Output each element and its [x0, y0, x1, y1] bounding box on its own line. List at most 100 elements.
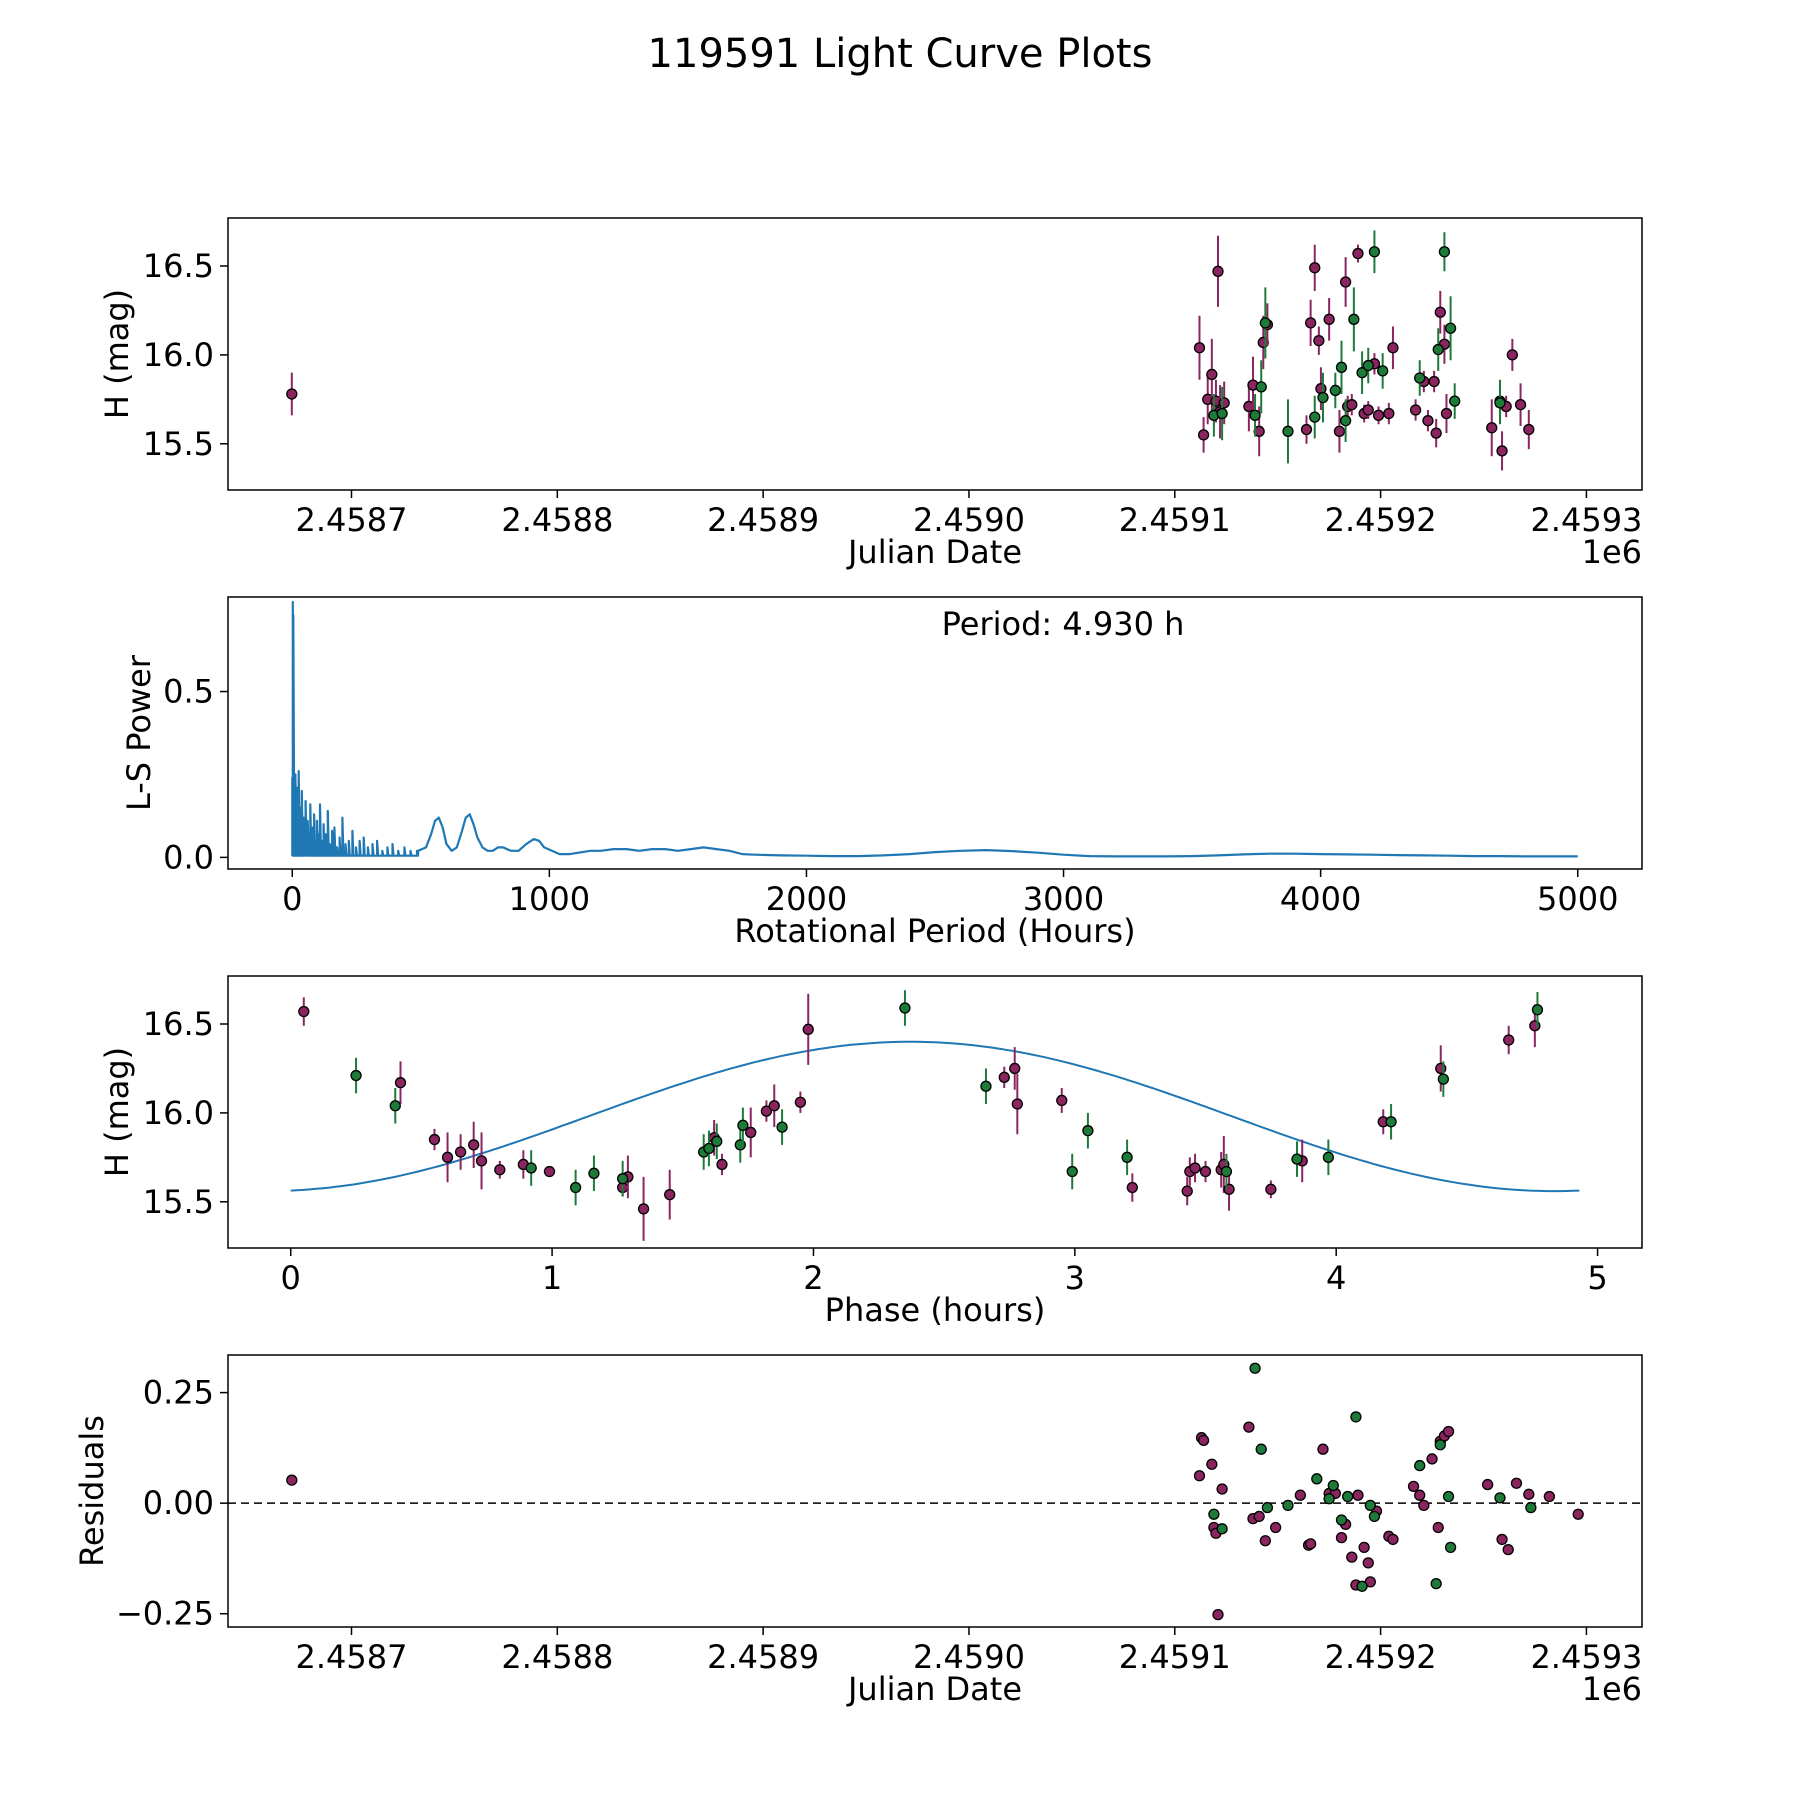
- data-point-green: [1255, 1443, 1267, 1455]
- data-point-purple: [1193, 1470, 1206, 1482]
- data-point-purple: [1197, 1434, 1210, 1447]
- xtick-label: 1: [542, 1259, 562, 1297]
- data-point-purple: [1199, 1165, 1212, 1178]
- xtick-label: 2.4592: [1325, 501, 1437, 539]
- data-point-green: [1444, 1541, 1457, 1554]
- data-point-purple: [1309, 262, 1321, 274]
- periodogram-line: [291, 600, 1578, 858]
- data-point-green: [1368, 1510, 1381, 1523]
- ytick-label: 16.5: [143, 1005, 214, 1043]
- data-point-purple: [1510, 1477, 1523, 1489]
- data-point-purple: [1181, 1185, 1193, 1197]
- ytick-label: 0.25: [143, 1374, 214, 1412]
- data-point-purple: [475, 1155, 488, 1167]
- data-point-green: [1414, 372, 1426, 384]
- figure-title: 119591 Light Curve Plots: [648, 31, 1153, 77]
- data-point-green: [1309, 411, 1321, 423]
- data-point-purple: [1496, 1533, 1508, 1546]
- data-point-purple: [1418, 1499, 1430, 1512]
- data-point-green: [1327, 1479, 1339, 1492]
- data-point-purple: [1442, 1425, 1455, 1438]
- data-point-purple: [468, 1139, 480, 1151]
- data-point-green: [1323, 1493, 1335, 1505]
- data-point-green: [1261, 1501, 1274, 1514]
- data-point-green: [899, 1002, 911, 1014]
- data-point-purple: [1346, 1551, 1358, 1563]
- data-point-green: [1335, 1514, 1348, 1526]
- data-point-purple: [1333, 425, 1346, 437]
- data-point-green: [1342, 1490, 1354, 1503]
- data-point-purple: [716, 1158, 728, 1171]
- data-point-purple: [1300, 423, 1313, 436]
- data-point-purple: [1523, 423, 1535, 436]
- data-point-purple: [664, 1189, 676, 1201]
- data-point-purple: [637, 1203, 650, 1215]
- data-point-purple: [1486, 422, 1498, 434]
- data-point-green: [1121, 1151, 1133, 1163]
- data-point-green: [1208, 1508, 1220, 1520]
- phase-ticks: 0 1 2 3 4 5 15.5 16.0 16.5: [143, 1005, 1608, 1297]
- period-annotation: Period: 4.930 h: [942, 605, 1185, 643]
- xtick-label: 2.4592: [1325, 1638, 1437, 1676]
- xtick-label: 5: [1587, 1259, 1607, 1297]
- ytick-label: 0.5: [163, 673, 214, 711]
- ytick-label: 16.5: [143, 247, 214, 285]
- xtick-label: 5000: [1537, 880, 1618, 918]
- data-point-purple: [298, 1005, 310, 1018]
- xtick-label: 2.4588: [501, 501, 613, 539]
- residual-points: [286, 1362, 1584, 1621]
- data-point-purple: [441, 1151, 454, 1163]
- data-point-green: [1350, 1411, 1362, 1423]
- data-point-green: [1259, 317, 1271, 329]
- xtick-label: 1000: [509, 880, 590, 918]
- data-point-purple: [1543, 1490, 1556, 1503]
- data-point-green: [1282, 1499, 1294, 1512]
- data-point-green: [737, 1119, 749, 1131]
- data-point-purple: [1426, 1453, 1438, 1465]
- lightcurve-ticks: 2.4587 2.4588 2.4589 2.4590 2.4591 2.4592 2.45…: [143, 247, 1643, 539]
- data-point-green: [389, 1100, 401, 1112]
- xtick-label: 0: [281, 1259, 301, 1297]
- data-point-green: [525, 1162, 537, 1174]
- data-point-purple: [1317, 1443, 1329, 1455]
- data-point-purple: [1313, 335, 1325, 347]
- data-point-green: [1356, 1580, 1368, 1592]
- data-point-purple: [1269, 1521, 1282, 1534]
- data-point-green: [1216, 407, 1228, 420]
- data-point-green: [1335, 361, 1348, 373]
- data-point-purple: [1503, 1034, 1515, 1046]
- data-point-purple: [1126, 1181, 1138, 1194]
- data-point-purple: [1304, 1538, 1317, 1550]
- data-point-purple: [1294, 1489, 1306, 1501]
- data-point-green: [1216, 1523, 1228, 1535]
- data-point-purple: [1414, 1489, 1426, 1501]
- ytick-label: 0.0: [163, 838, 214, 876]
- xtick-label: 2: [803, 1259, 823, 1297]
- data-point-purple: [394, 1077, 407, 1089]
- data-point-green: [569, 1181, 582, 1194]
- xtick-label: 0: [282, 880, 302, 918]
- residuals-frame: [227, 1354, 1643, 1628]
- data-point-green: [1356, 367, 1368, 379]
- data-point-purple: [494, 1164, 506, 1176]
- data-point-green: [1249, 409, 1261, 421]
- data-point-purple: [745, 1126, 757, 1139]
- data-point-purple: [1572, 1508, 1584, 1520]
- data-point-purple: [1335, 1532, 1348, 1544]
- data-point-green: [1282, 425, 1294, 437]
- xtick-label: 2.4593: [1530, 1638, 1642, 1676]
- data-point-purple: [1422, 415, 1434, 427]
- data-point-green: [711, 1135, 723, 1147]
- data-point-purple: [1265, 1183, 1277, 1195]
- data-point-purple: [1430, 427, 1442, 439]
- data-point-green: [350, 1069, 362, 1082]
- panel-residuals: 2.4587 2.4588 2.4589 2.4590 2.4591 2.4592 2.45…: [73, 1354, 1643, 1708]
- data-point-purple: [1253, 1510, 1265, 1523]
- data-point-green: [1322, 1151, 1335, 1163]
- data-point-green: [1362, 359, 1374, 372]
- data-point-green: [1449, 395, 1461, 407]
- data-point-purple: [1440, 407, 1453, 420]
- data-point-green: [1368, 246, 1381, 258]
- data-point-green: [1339, 415, 1352, 427]
- data-point-purple: [1352, 247, 1364, 260]
